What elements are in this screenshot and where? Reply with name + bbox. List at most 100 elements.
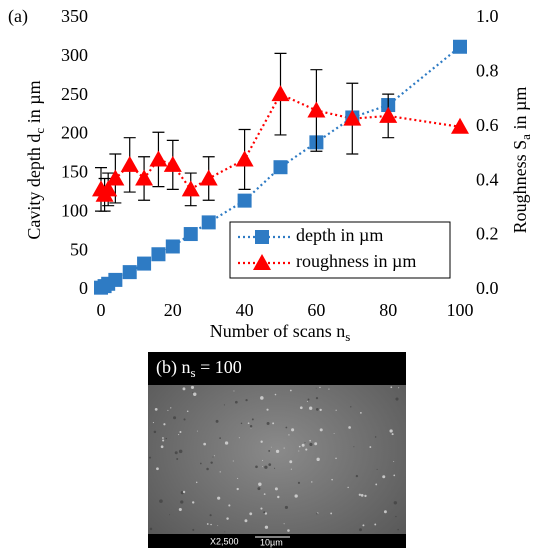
speck [395, 397, 398, 400]
speck [245, 399, 247, 401]
speck [217, 497, 220, 500]
speck [262, 460, 263, 461]
speck [161, 445, 164, 448]
speck [364, 495, 366, 497]
speck [271, 447, 272, 448]
y2-tick-label: 0.8 [476, 61, 499, 81]
speck [320, 428, 323, 431]
speck [241, 423, 242, 424]
y-label-rest: in µm [24, 80, 44, 127]
x-tick-label: 40 [236, 300, 254, 320]
speck [350, 406, 351, 407]
y2-tick-label: 0.4 [476, 169, 499, 189]
speck [302, 444, 305, 447]
speck [178, 434, 179, 435]
speck [217, 525, 218, 526]
speck [159, 499, 163, 503]
image-label-text: (b) n [156, 357, 191, 378]
speck [284, 448, 285, 449]
y-tick-label: 0 [79, 278, 88, 298]
speck [264, 493, 266, 495]
speck [233, 460, 234, 461]
x-tick-label: 60 [307, 300, 325, 320]
speck [285, 506, 288, 509]
speck [245, 519, 248, 522]
y-tick-label: 50 [70, 239, 88, 259]
marker [453, 40, 467, 54]
speck [206, 468, 209, 471]
speck [290, 390, 292, 392]
marker [137, 257, 151, 271]
speck [284, 523, 285, 524]
marker [184, 227, 198, 241]
speck [156, 467, 159, 470]
speck [353, 446, 354, 447]
speck [197, 431, 198, 432]
speck [309, 443, 312, 446]
y-tick-label: 350 [61, 6, 88, 26]
y2-tick-label: 1.0 [476, 6, 499, 26]
speck [252, 418, 254, 420]
speck [155, 408, 158, 411]
x-axis-label: Number of scans ns [210, 321, 351, 344]
speck [224, 404, 225, 405]
speck [228, 504, 230, 506]
speck [184, 418, 186, 420]
speck [356, 475, 358, 477]
speck [359, 528, 362, 531]
y-tick-label: 100 [61, 200, 88, 220]
speck [264, 466, 267, 469]
speck [237, 488, 239, 490]
speck [162, 439, 164, 441]
speck [260, 441, 262, 443]
scale-label: 10µm [260, 537, 283, 547]
speck [309, 407, 312, 410]
speck [179, 450, 182, 453]
speck [276, 450, 279, 453]
speck [233, 391, 234, 392]
speck [300, 406, 303, 409]
x-tick-label: 80 [379, 300, 397, 320]
marker [236, 150, 254, 166]
speck [347, 487, 348, 488]
speck [239, 437, 240, 438]
speck [316, 408, 319, 411]
speck [192, 529, 194, 531]
y2-tick-label: 0.2 [476, 224, 499, 244]
speck [309, 440, 311, 442]
speck [260, 508, 262, 510]
speck [170, 407, 171, 408]
speck [235, 401, 238, 404]
y-label-text: Cavity depth d [24, 134, 44, 240]
marker [149, 150, 167, 166]
speck [398, 387, 399, 388]
speck [214, 455, 215, 456]
speck [249, 512, 252, 515]
speck [237, 478, 238, 479]
speck [305, 449, 307, 451]
speck [163, 423, 165, 425]
marker [166, 239, 180, 253]
speck [210, 514, 212, 516]
speck [390, 386, 392, 388]
figure: (a) Cavity depth dc in µm Roughness Sa i… [0, 0, 538, 548]
y2-tick-label: 0.6 [476, 115, 499, 135]
speck [288, 434, 289, 435]
speck [335, 458, 336, 459]
speck [248, 422, 250, 424]
speck [359, 494, 361, 496]
legend-label: depth in µm [296, 225, 383, 245]
speck [225, 441, 228, 444]
speck [394, 501, 397, 504]
speck [291, 469, 292, 470]
speck [397, 529, 399, 531]
speck [187, 410, 189, 412]
speck [277, 496, 279, 498]
speck [375, 484, 377, 486]
speck [175, 451, 178, 454]
speck [266, 409, 268, 411]
speck [274, 468, 275, 469]
speck [275, 394, 277, 396]
speck [298, 450, 299, 451]
speck [180, 500, 183, 503]
